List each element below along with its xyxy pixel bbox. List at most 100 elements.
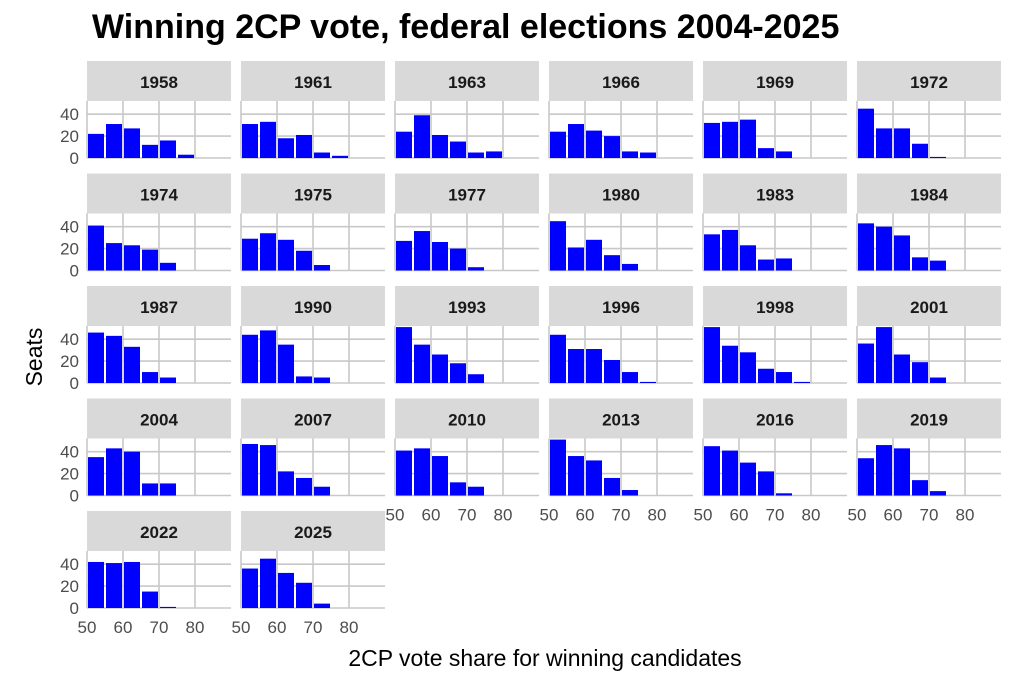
facet-strip-label: 1974 — [140, 186, 178, 205]
y-tick-label: 40 — [60, 105, 79, 124]
y-tick-label: 40 — [60, 555, 79, 574]
histogram-bar — [314, 265, 330, 271]
facet-strip — [87, 511, 231, 551]
histogram-bar — [586, 130, 602, 158]
histogram-bar — [622, 490, 638, 496]
histogram-bar — [704, 327, 720, 383]
facet-strip-label: 1998 — [756, 298, 794, 317]
y-tick-label: 20 — [60, 352, 79, 371]
histogram-bar — [396, 240, 412, 271]
facet-panel: 1966 — [548, 61, 693, 159]
histogram-bar — [912, 362, 928, 383]
y-tick-label: 0 — [70, 487, 79, 506]
histogram-bar — [296, 134, 312, 158]
facet-panel: 1990 — [240, 286, 385, 384]
histogram-bar — [450, 141, 466, 158]
histogram-bar — [740, 352, 756, 383]
histogram-bar — [640, 152, 656, 158]
histogram-bar — [142, 483, 158, 496]
histogram-bar — [88, 332, 104, 383]
facet-panel: 1958 0 20 40 — [60, 61, 231, 168]
x-tick-label: 50 — [78, 618, 97, 637]
facet-strip — [549, 61, 693, 101]
x-tick-label: 80 — [494, 506, 513, 525]
histogram-bar — [876, 327, 892, 383]
facet-panel: 1972 — [856, 61, 1001, 159]
facet-panel: 1961 — [240, 61, 385, 159]
facet-strip — [549, 398, 693, 439]
histogram-bar — [704, 122, 720, 158]
histogram-bar — [776, 493, 792, 496]
histogram-bar — [278, 572, 294, 608]
facet-strip — [395, 173, 539, 214]
histogram-bar — [106, 243, 122, 271]
histogram-bar — [124, 245, 140, 271]
x-tick-label: 80 — [956, 506, 975, 525]
facet-strip-label: 1980 — [602, 186, 640, 205]
facet-strip — [87, 398, 231, 439]
x-tick-label: 70 — [612, 506, 631, 525]
y-tick-label: 0 — [70, 262, 79, 281]
histogram-bar — [88, 561, 104, 608]
facet-strip — [549, 286, 693, 326]
histogram-bar — [260, 558, 276, 608]
facet-strip — [857, 173, 1001, 214]
x-tick-label: 70 — [920, 506, 939, 525]
facet-panel: 1984 — [856, 173, 1001, 272]
histogram-bar — [568, 124, 584, 158]
facet-strip — [87, 173, 231, 214]
facet-strip-label: 2004 — [140, 411, 178, 430]
facet-strip — [241, 511, 385, 551]
y-tick-label: 0 — [70, 599, 79, 618]
facet-panel: 2013 50 60 70 80 — [540, 398, 693, 525]
facet-strip-label: 1987 — [140, 298, 178, 317]
facet-strip-label: 1966 — [602, 73, 640, 92]
histogram-bar — [142, 591, 158, 608]
facet-strip-label: 1990 — [294, 298, 332, 317]
facet-strip — [549, 173, 693, 214]
facet-strip — [703, 173, 847, 214]
histogram-bar — [124, 451, 140, 496]
histogram-bar — [722, 121, 738, 158]
facet-strip-label: 1975 — [294, 186, 332, 205]
facet-panel: 1987 0 20 40 — [60, 286, 231, 393]
facet-strip — [87, 286, 231, 326]
facet-panel: 2022 0 20 40 50 60 70 80 — [60, 511, 231, 637]
facet-strip — [241, 173, 385, 214]
facet-strip-label: 1963 — [448, 73, 486, 92]
x-tick-label: 70 — [766, 506, 785, 525]
histogram-bar — [88, 225, 104, 271]
histogram-bar — [242, 443, 258, 496]
histogram-bar — [332, 155, 348, 158]
histogram-bar — [468, 267, 484, 271]
histogram-bar — [414, 344, 430, 383]
histogram-bar — [396, 327, 412, 383]
y-tick-label: 0 — [70, 149, 79, 168]
facet-strip-label: 2019 — [910, 411, 948, 430]
x-tick-label: 80 — [186, 618, 205, 637]
histogram-bar — [912, 257, 928, 271]
histogram-bar — [124, 128, 140, 158]
x-tick-label: 50 — [232, 618, 251, 637]
facet-strip-label: 2013 — [602, 411, 640, 430]
histogram-bar — [894, 354, 910, 383]
y-tick-label: 20 — [60, 465, 79, 484]
histogram-bar — [88, 133, 104, 158]
histogram-bar — [160, 377, 176, 383]
histogram-bar — [124, 346, 140, 383]
facet-panel: 1998 — [702, 286, 847, 384]
histogram-bar — [858, 458, 874, 496]
histogram-bar — [586, 460, 602, 496]
histogram-bar — [106, 335, 122, 383]
histogram-bar — [858, 108, 874, 158]
x-tick-label: 50 — [694, 506, 713, 525]
x-tick-label: 70 — [458, 506, 477, 525]
y-tick-label: 0 — [70, 374, 79, 393]
facet-panel: 1975 — [240, 173, 385, 272]
facet-strip — [703, 61, 847, 101]
histogram-bar — [432, 242, 448, 271]
facet-strip — [395, 61, 539, 101]
histogram-bar — [740, 462, 756, 496]
histogram-bar — [124, 561, 140, 608]
